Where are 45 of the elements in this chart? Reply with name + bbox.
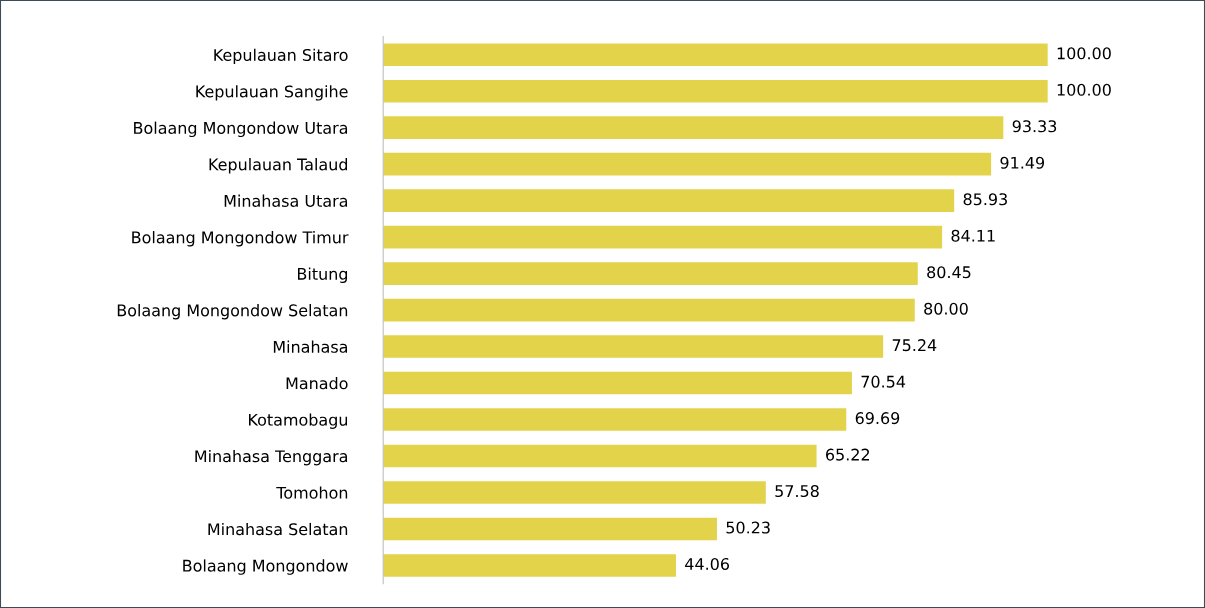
data-label: 80.00 — [924, 302, 968, 315]
y-tick-label: Minahasa Selatan — [208, 522, 348, 536]
y-tick-label: Minahasa — [273, 340, 348, 353]
bar — [383, 189, 955, 212]
data-label: 85.93 — [963, 193, 1007, 206]
y-tick-label: Manado — [286, 376, 348, 390]
y-tick-label: Bolaang Mongondow — [183, 559, 348, 575]
data-label: 57.58 — [775, 485, 819, 498]
y-tick-label: Tomohon — [276, 486, 348, 499]
bar — [383, 335, 884, 358]
data-label: 100.00 — [1057, 83, 1111, 96]
data-label: 91.49 — [1000, 156, 1045, 169]
bar — [383, 554, 676, 577]
data-label: 50.23 — [726, 521, 770, 534]
y-tick-label: Bolaang Mongondow Utara — [134, 121, 348, 138]
bar — [383, 481, 766, 504]
data-label: 84.11 — [951, 229, 995, 242]
data-label: 75.24 — [892, 339, 937, 352]
bar — [383, 79, 1048, 103]
bar — [383, 152, 992, 176]
data-label: 69.69 — [855, 412, 900, 425]
y-tick-label: Bolaang Mongondow Timur — [132, 231, 349, 247]
data-label: 70.54 — [861, 375, 906, 388]
bar — [383, 116, 1004, 139]
data-label: 100.00 — [1057, 47, 1111, 60]
data-label: 65.22 — [826, 448, 870, 461]
y-tick-label: Kepulauan Sitaro — [214, 48, 348, 65]
bar — [383, 43, 1048, 67]
bar — [383, 408, 847, 431]
bar — [383, 225, 943, 249]
data-label: 80.45 — [927, 266, 971, 279]
y-tick-label: Kepulauan Talaud — [209, 158, 348, 174]
y-tick-label: Bitung — [297, 267, 348, 283]
y-tick-label: Minahasa Utara — [224, 194, 348, 207]
bar — [383, 517, 717, 541]
y-tick-label: Kotamobagu — [249, 413, 348, 429]
data-label: 44.06 — [685, 557, 730, 571]
bar — [383, 371, 852, 395]
y-tick-label: Minahasa Tenggara — [195, 449, 348, 466]
y-tick-label: Kepulauan Sangihe — [196, 85, 348, 101]
bar — [383, 444, 817, 468]
bar — [383, 298, 915, 322]
bar — [383, 262, 918, 285]
y-tick-label: Bolaang Mongondow Selatan — [117, 304, 348, 320]
data-label: 93.33 — [1012, 120, 1057, 133]
